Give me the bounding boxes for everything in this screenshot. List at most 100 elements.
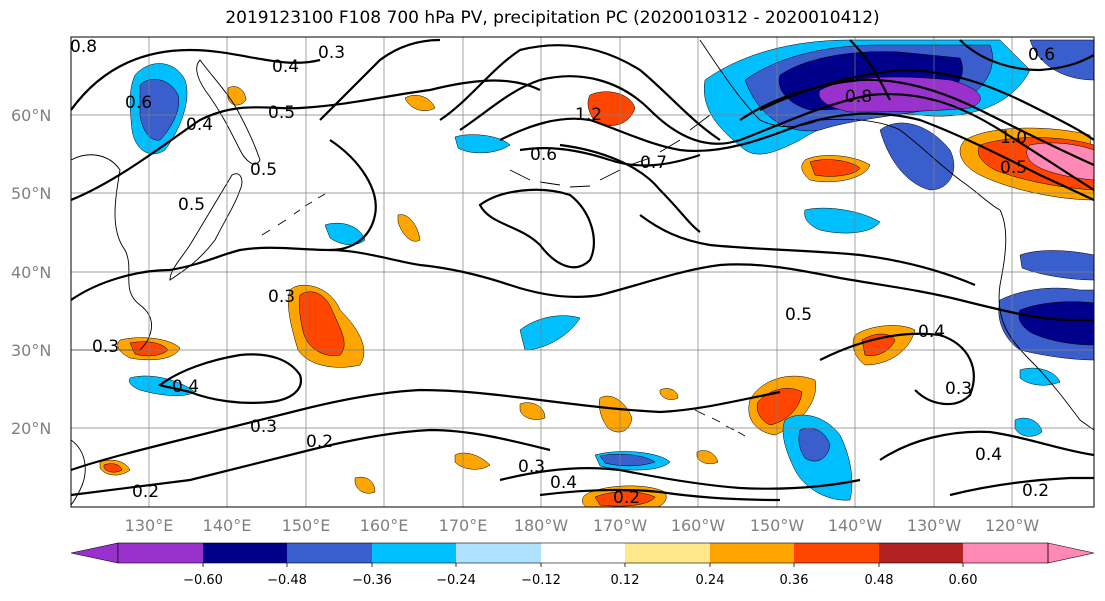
map-title: 2019123100 F108 700 hPa PV, precipitatio…	[225, 8, 880, 28]
colorbar-swatch	[203, 543, 287, 563]
contour-label: 0.2	[132, 482, 159, 502]
positive-anomaly-region	[103, 463, 123, 473]
pv-contour	[759, 68, 1094, 141]
kamchatka-coastline	[196, 59, 261, 165]
pv-contour	[499, 112, 1094, 201]
negative-anomaly-region	[659, 388, 679, 400]
lon-label: 130°W	[907, 516, 962, 535]
aleutian-islands	[509, 114, 711, 188]
positive-anomaly-region	[404, 95, 436, 111]
negative-anomaly-region	[1019, 367, 1061, 386]
colorbar-tick-label: −0.48	[267, 573, 307, 588]
hawaii-islands	[694, 409, 746, 437]
contour-label: 0.2	[306, 432, 333, 452]
lat-label-30n: 30°N	[11, 341, 51, 360]
contour-label: 0.8	[845, 87, 872, 107]
contour-label: 0.3	[268, 287, 295, 307]
positive-anomaly-region	[298, 291, 345, 356]
contour-label: 0.5	[250, 160, 277, 180]
colorbar-swatch	[541, 543, 625, 563]
contour-label: 0.5	[785, 305, 812, 325]
lon-label: 170°E	[439, 516, 488, 535]
negative-anomaly-region	[1018, 301, 1094, 346]
contour-label: 0.4	[172, 377, 199, 397]
colorbar-tick-label: −0.12	[521, 573, 561, 588]
colorbar-swatch	[456, 543, 541, 563]
contour-label: 0.4	[186, 115, 213, 135]
philippines-coastline	[71, 439, 86, 506]
pv-contour	[849, 39, 891, 101]
colorbar-tick-label: 0.12	[611, 573, 640, 588]
pv-contour	[959, 39, 1094, 72]
positive-anomaly-region	[756, 388, 803, 426]
alaska-coastline	[699, 39, 1001, 211]
positive-anomaly-region	[519, 402, 546, 420]
colorbar-extend-low	[70, 542, 119, 564]
colorbar-swatch	[963, 543, 1048, 563]
lat-label-60n: 60°N	[11, 106, 51, 125]
negative-anomaly-region	[798, 427, 831, 462]
pv-contour	[539, 488, 781, 502]
contour-label: 0.3	[250, 417, 277, 437]
colorbar: −0.60 −0.48 −0.36 −0.24 −0.12 0.12 0.24 …	[70, 542, 1095, 588]
colorbar-tick-label: −0.24	[436, 573, 476, 588]
pv-contour	[559, 143, 701, 233]
pv-contours	[71, 38, 1094, 502]
positive-anomaly-region	[696, 450, 719, 465]
contour-label: 0.4	[272, 57, 299, 77]
colorbar-extend-high	[1047, 542, 1095, 564]
colorbar-swatch	[372, 543, 456, 563]
contour-label: 0.4	[550, 473, 577, 493]
contour-label: 1.2	[575, 105, 602, 125]
positive-anomaly-region	[397, 214, 421, 242]
pv-contour	[71, 79, 541, 202]
pv-contour	[319, 38, 441, 121]
colorbar-tick-label: 0.60	[949, 573, 978, 588]
negative-anomaly-region	[519, 315, 581, 351]
positive-anomaly-region	[587, 91, 636, 126]
positive-anomaly-region	[1026, 142, 1094, 181]
contour-label: 0.8	[70, 37, 97, 57]
map-frame	[70, 36, 1095, 508]
pv-contour	[478, 188, 595, 269]
negative-anomaly-region	[1014, 417, 1043, 437]
colorbar-swatch	[879, 543, 963, 563]
negative-anomaly-region	[599, 454, 656, 467]
positive-anomaly-region	[599, 395, 633, 433]
latitude-labels: 60°N 50°N 40°N 30°N 20°N	[11, 106, 51, 438]
contour-labels: 0.8 0.6 0.4 0.3 0.5 0.4 0.5 0.5 1.2 0.6 …	[70, 37, 1055, 508]
coastlines	[71, 39, 1094, 506]
lon-label: 180°W	[514, 516, 569, 535]
pv-contour	[639, 214, 976, 287]
contour-label: 0.4	[918, 322, 945, 342]
negative-anomaly-region	[454, 134, 511, 154]
asia-coastline	[71, 154, 152, 351]
kuril-islands	[261, 193, 326, 236]
negative-anomaly-region	[879, 122, 955, 191]
contour-label: 0.2	[613, 488, 640, 508]
pv-contour	[499, 466, 861, 490]
pv-contour	[459, 75, 1094, 191]
negative-anomaly-region	[804, 207, 881, 234]
lat-label-20n: 20°N	[11, 419, 51, 438]
colorbar-swatch	[625, 543, 710, 563]
colorbar-tick-label: 0.48	[865, 573, 894, 588]
lon-label: 140°W	[828, 516, 883, 535]
pv-contour	[71, 48, 321, 111]
lon-label: 160°W	[671, 516, 726, 535]
contour-label: 0.5	[1000, 158, 1027, 178]
contour-label: 0.6	[125, 93, 152, 113]
lon-label: 140°E	[203, 516, 252, 535]
pv-contour	[949, 476, 1094, 497]
lon-label: 170°W	[593, 516, 648, 535]
positive-anomaly-region	[227, 86, 247, 106]
contour-label: 0.3	[945, 379, 972, 399]
colorbar-swatch	[118, 543, 203, 563]
pv-contour	[519, 146, 701, 167]
lon-label: 120°W	[985, 516, 1040, 535]
contour-label: 0.6	[1028, 45, 1055, 65]
pv-contour	[157, 353, 303, 404]
contour-label: 0.3	[92, 337, 119, 357]
positive-anomaly-region	[354, 476, 376, 494]
